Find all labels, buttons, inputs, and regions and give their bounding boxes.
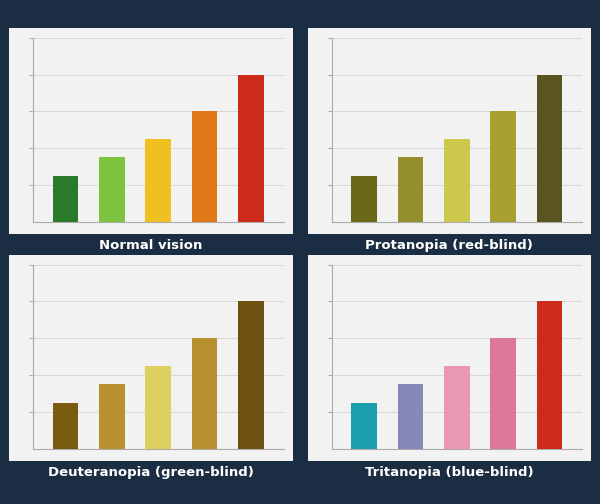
Text: Protanopia (red-blind): Protanopia (red-blind) bbox=[365, 239, 533, 253]
Bar bbox=[490, 338, 516, 449]
Bar bbox=[192, 338, 217, 449]
Bar bbox=[444, 139, 470, 222]
Bar bbox=[238, 75, 264, 222]
Text: Deuteranopia (green-blind): Deuteranopia (green-blind) bbox=[48, 466, 254, 479]
Bar bbox=[490, 111, 516, 222]
Text: Tritanopia (blue-blind): Tritanopia (blue-blind) bbox=[365, 466, 533, 479]
Bar bbox=[145, 366, 171, 449]
Bar bbox=[99, 157, 125, 222]
Bar bbox=[53, 176, 78, 222]
Text: Normal vision: Normal vision bbox=[99, 239, 202, 253]
Bar bbox=[351, 176, 377, 222]
Bar bbox=[398, 384, 423, 449]
Bar bbox=[351, 403, 377, 449]
Bar bbox=[444, 366, 470, 449]
Bar bbox=[99, 384, 125, 449]
Bar bbox=[53, 403, 78, 449]
Bar bbox=[537, 301, 562, 449]
Bar bbox=[145, 139, 171, 222]
Bar bbox=[192, 111, 217, 222]
Bar bbox=[238, 301, 264, 449]
Bar bbox=[537, 75, 562, 222]
Bar bbox=[398, 157, 423, 222]
